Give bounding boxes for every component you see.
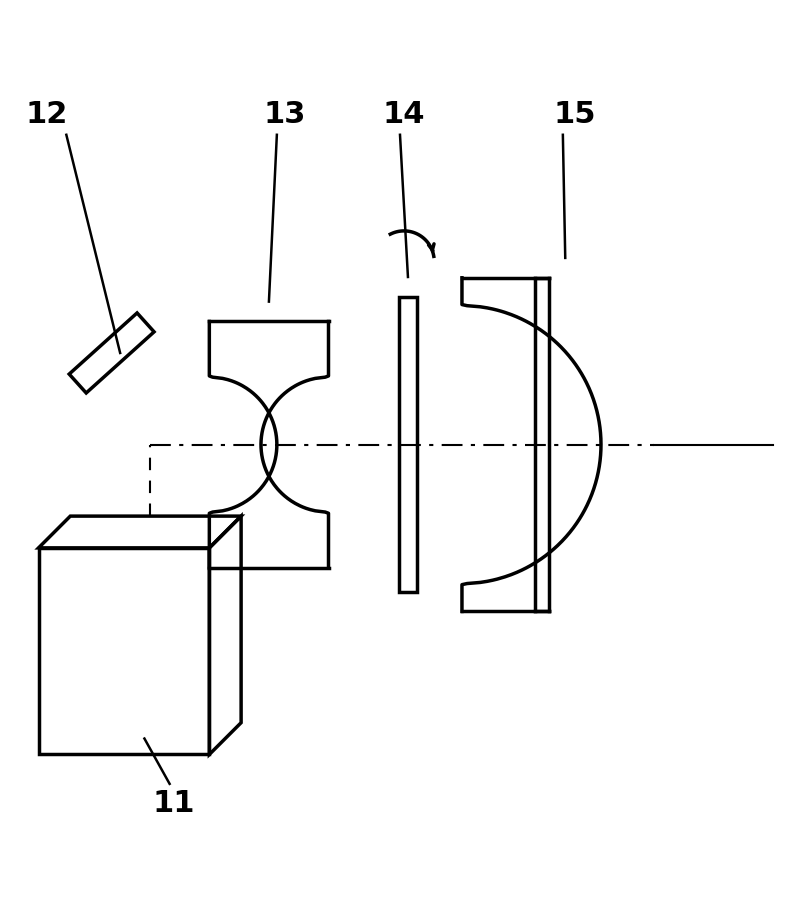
Bar bbox=[399, 297, 417, 592]
Text: 15: 15 bbox=[554, 100, 596, 130]
Text: 14: 14 bbox=[382, 100, 426, 130]
Text: 12: 12 bbox=[26, 100, 68, 130]
Text: 13: 13 bbox=[264, 100, 306, 130]
Text: 11: 11 bbox=[152, 789, 195, 818]
